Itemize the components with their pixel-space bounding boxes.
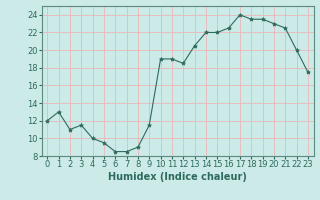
X-axis label: Humidex (Indice chaleur): Humidex (Indice chaleur) [108,172,247,182]
